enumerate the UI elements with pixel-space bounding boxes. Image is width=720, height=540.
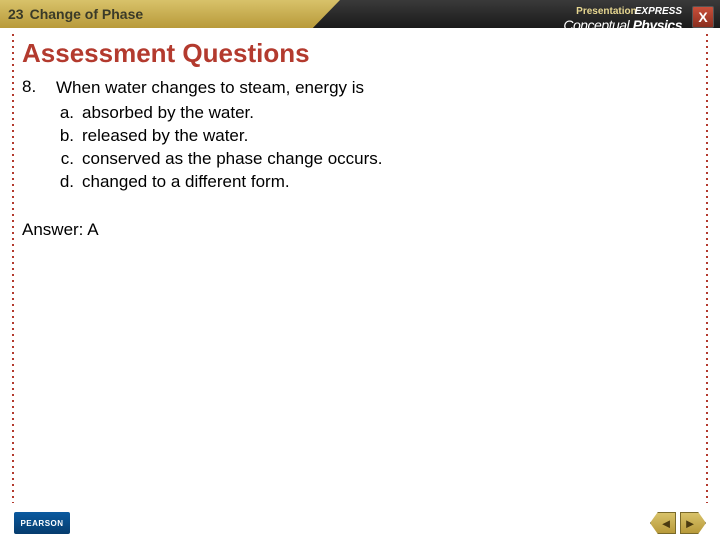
option-b: b. released by the water. [56,125,383,148]
prev-button[interactable]: ◄ [650,512,676,534]
dotted-border-left [12,32,14,503]
option-c: c. conserved as the phase change occurs. [56,148,383,171]
option-letter: a. [56,102,82,125]
question-block: 8. When water changes to steam, energy i… [22,77,698,194]
nav-arrows: ◄ ► [650,512,706,534]
close-icon: X [698,9,707,25]
top-bar: 23 Change of Phase PresentationEXPRESS C… [0,0,720,28]
content-area: Assessment Questions 8. When water chang… [0,28,720,503]
option-letter: b. [56,125,82,148]
chapter-banner: 23 Change of Phase [0,0,340,28]
section-title: Assessment Questions [22,38,698,69]
option-d: d. changed to a different form. [56,171,383,194]
option-a: a. absorbed by the water. [56,102,383,125]
option-letter: c. [56,148,82,171]
publisher-logo: PEARSON [14,512,70,534]
chevron-right-icon: ► [684,516,697,531]
next-button[interactable]: ► [680,512,706,534]
options-list: a. absorbed by the water. b. released by… [56,102,383,194]
question-body: When water changes to steam, energy is a… [56,77,383,194]
brand-presentation: Presentation [576,6,637,17]
chevron-left-icon: ◄ [660,516,673,531]
option-text: absorbed by the water. [82,102,254,125]
option-letter: d. [56,171,82,194]
close-button[interactable]: X [692,6,714,28]
answer-line: Answer: A [22,220,698,240]
dotted-border-right [706,32,708,503]
option-text: conserved as the phase change occurs. [82,148,383,171]
question-stem: When water changes to steam, energy is [56,77,383,100]
footer-bar: PEARSON ◄ ► [0,506,720,540]
chapter-number: 23 [8,6,24,22]
option-text: changed to a different form. [82,171,290,194]
question-number: 8. [22,77,56,194]
brand-express: EXPRESS [635,6,682,17]
chapter-title: Change of Phase [30,6,144,22]
option-text: released by the water. [82,125,248,148]
